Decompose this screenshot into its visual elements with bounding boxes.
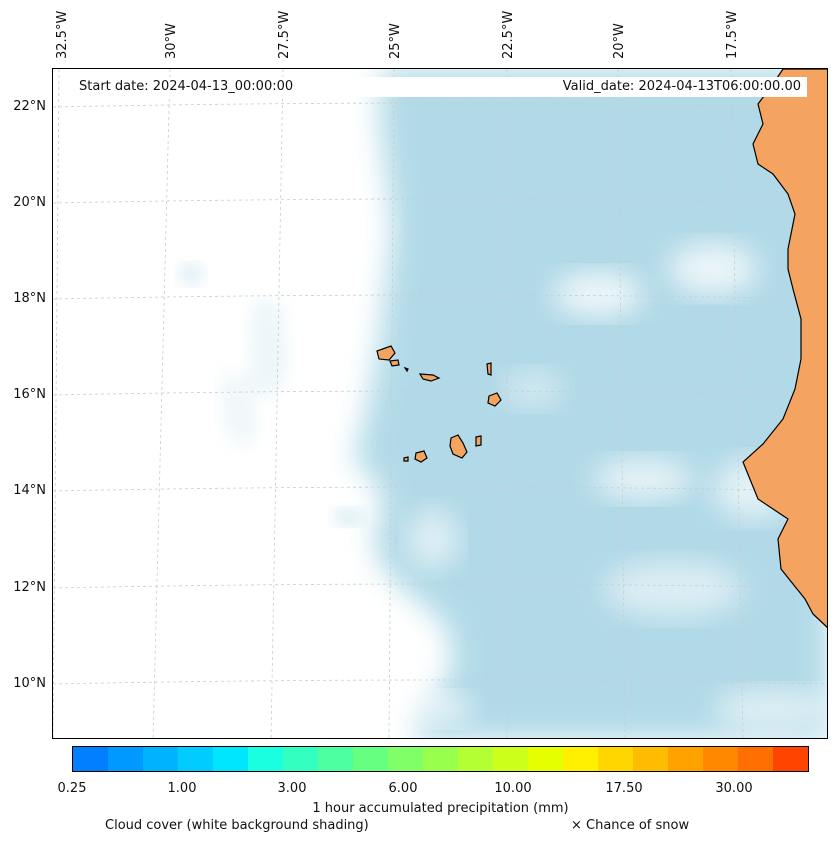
island-sal <box>486 362 492 376</box>
clear-patch-6 <box>408 509 458 569</box>
island-sao-nicolau <box>418 373 441 382</box>
colorbar-segment-18 <box>703 747 738 771</box>
start-date-label: Start date: 2024-04-13_00:00:00 <box>79 79 294 94</box>
cloud-mass-main <box>353 69 827 738</box>
colorbar-segment-16 <box>633 747 668 771</box>
lat-label-14n: 14°N <box>13 483 46 498</box>
cloud-cover-legend: Cloud cover (white background shading) <box>105 818 369 833</box>
colorbar-segment-2 <box>143 747 178 771</box>
colorbar-tick-0.25: 0.25 <box>57 781 87 796</box>
clear-patch-5 <box>603 561 743 617</box>
colorbar-segment-19 <box>738 747 773 771</box>
colorbar-segment-11 <box>458 747 493 771</box>
gridline-lon-27.5w <box>270 69 284 738</box>
colorbar-segment-17 <box>668 747 703 771</box>
island-boa-vista <box>487 392 502 407</box>
colorbar-segment-7 <box>318 747 353 771</box>
island-sao-vicente <box>389 359 400 367</box>
island-maio <box>475 435 482 447</box>
lat-label-18n: 18°N <box>13 291 46 306</box>
clear-patch-2 <box>668 243 758 295</box>
lon-label-32.5w: 32.5°W <box>55 10 70 59</box>
gridline-lon-30w <box>152 69 171 738</box>
colorbar-tick-3.00: 3.00 <box>277 781 307 796</box>
cloud-patch-west-3 <box>179 264 203 284</box>
gridline-lon-32.5w <box>53 69 60 738</box>
island-brava <box>403 456 409 462</box>
gridline-lon-20w <box>617 69 626 738</box>
colorbar-segment-3 <box>178 747 213 771</box>
lon-label-17.5w: 17.5°W <box>725 10 740 59</box>
lat-label-22n: 22°N <box>13 99 46 114</box>
colorbar-segment-20 <box>773 747 808 771</box>
cloud-patch-west-2 <box>221 369 258 449</box>
gridline-lat-20n <box>53 198 827 204</box>
lon-label-30w: 30°W <box>164 23 179 59</box>
cape-verde-islands <box>376 345 502 463</box>
clear-patch-3 <box>593 459 693 499</box>
cloud-cover-shading <box>179 69 827 738</box>
lon-label-27.5w: 27.5°W <box>277 10 292 59</box>
colorbar-segment-1 <box>108 747 143 771</box>
colorbar-segment-9 <box>388 747 423 771</box>
gridline-lon-25w <box>388 69 395 738</box>
lon-label-25w: 25°W <box>388 23 403 59</box>
colorbar-segment-0 <box>73 747 108 771</box>
lon-label-22.5w: 22.5°W <box>501 10 516 59</box>
gridline-lat-18n <box>53 294 827 300</box>
island-santa-luzia <box>403 366 409 373</box>
gridline-lat-22n <box>53 102 827 108</box>
cloud-patch-west-1 <box>249 299 289 399</box>
map-canvas <box>53 69 827 738</box>
clear-patch-9 <box>413 694 473 724</box>
lon-label-20w: 20°W <box>612 23 627 59</box>
clear-patch-1 <box>553 272 643 316</box>
lat-label-20n: 20°N <box>13 195 46 210</box>
colorbar-segment-14 <box>563 747 598 771</box>
gridline-lon-17.5w <box>730 69 744 738</box>
colorbar-tick-30.00: 30.00 <box>715 781 753 796</box>
colorbar-tick-6.00: 6.00 <box>388 781 418 796</box>
gridline-lat-12n <box>53 583 827 589</box>
clear-patch-7 <box>713 689 827 729</box>
valid-date-label: Valid_date: 2024-04-13T06:00:00.00 <box>562 79 801 94</box>
gridline-lat-10n <box>53 679 827 685</box>
colorbar-title: 1 hour accumulated precipitation (mm) <box>312 801 569 816</box>
island-santiago <box>449 434 468 459</box>
colorbar-tick-1.00: 1.00 <box>167 781 197 796</box>
precipitation-colorbar <box>72 746 809 772</box>
colorbar-tick-17.50: 17.50 <box>605 781 643 796</box>
gridline-lat-14n <box>53 486 827 492</box>
colorbar-segment-4 <box>213 747 248 771</box>
gridline-lat-16n <box>53 390 827 396</box>
lat-label-16n: 16°N <box>13 387 46 402</box>
colorbar-segment-6 <box>283 747 318 771</box>
colorbar-tick-10.00: 10.00 <box>494 781 532 796</box>
graticule <box>53 69 827 738</box>
colorbar-segment-5 <box>248 747 283 771</box>
colorbar-segment-12 <box>493 747 528 771</box>
map-panel[interactable]: Start date: 2024-04-13_00:00:00 Valid_da… <box>52 68 828 739</box>
clear-patch-8 <box>503 371 563 407</box>
colorbar-segment-15 <box>598 747 633 771</box>
snow-legend: × Chance of snow <box>571 818 690 833</box>
lat-label-12n: 12°N <box>13 580 46 595</box>
cloud-patch-west-4 <box>334 509 362 525</box>
island-santo-antao <box>376 345 396 361</box>
lat-label-10n: 10°N <box>13 676 46 691</box>
colorbar-segment-13 <box>528 747 563 771</box>
colorbar-segment-8 <box>353 747 388 771</box>
colorbar-segment-10 <box>423 747 458 771</box>
island-fogo <box>414 450 428 463</box>
date-info-bar: Start date: 2024-04-13_00:00:00 Valid_da… <box>75 77 807 97</box>
africa-mainland <box>742 69 827 628</box>
